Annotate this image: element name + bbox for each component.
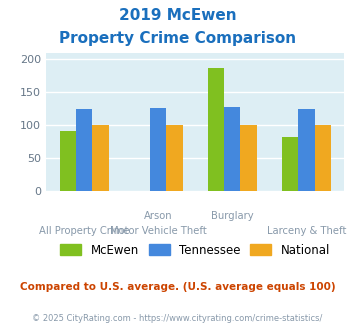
Bar [60,131,76,191]
Bar [208,68,224,191]
Text: Burglary: Burglary [211,211,253,221]
Text: Motor Vehicle Theft: Motor Vehicle Theft [110,226,207,236]
Bar [92,125,109,191]
Text: Compared to U.S. average. (U.S. average equals 100): Compared to U.S. average. (U.S. average … [20,282,335,292]
Text: Larceny & Theft: Larceny & Theft [267,226,346,236]
Bar [166,125,183,191]
Bar [224,107,240,191]
Bar [315,125,331,191]
Bar [298,109,315,191]
Text: 2019 McEwen: 2019 McEwen [119,8,236,23]
Bar [150,108,166,191]
Text: Arson: Arson [144,211,173,221]
Bar [240,125,257,191]
Legend: McEwen, Tennessee, National: McEwen, Tennessee, National [55,239,335,261]
Text: Property Crime Comparison: Property Crime Comparison [59,31,296,46]
Text: All Property Crime: All Property Crime [39,226,129,236]
Bar [76,109,92,191]
Bar [282,137,298,191]
Text: © 2025 CityRating.com - https://www.cityrating.com/crime-statistics/: © 2025 CityRating.com - https://www.city… [32,314,323,323]
